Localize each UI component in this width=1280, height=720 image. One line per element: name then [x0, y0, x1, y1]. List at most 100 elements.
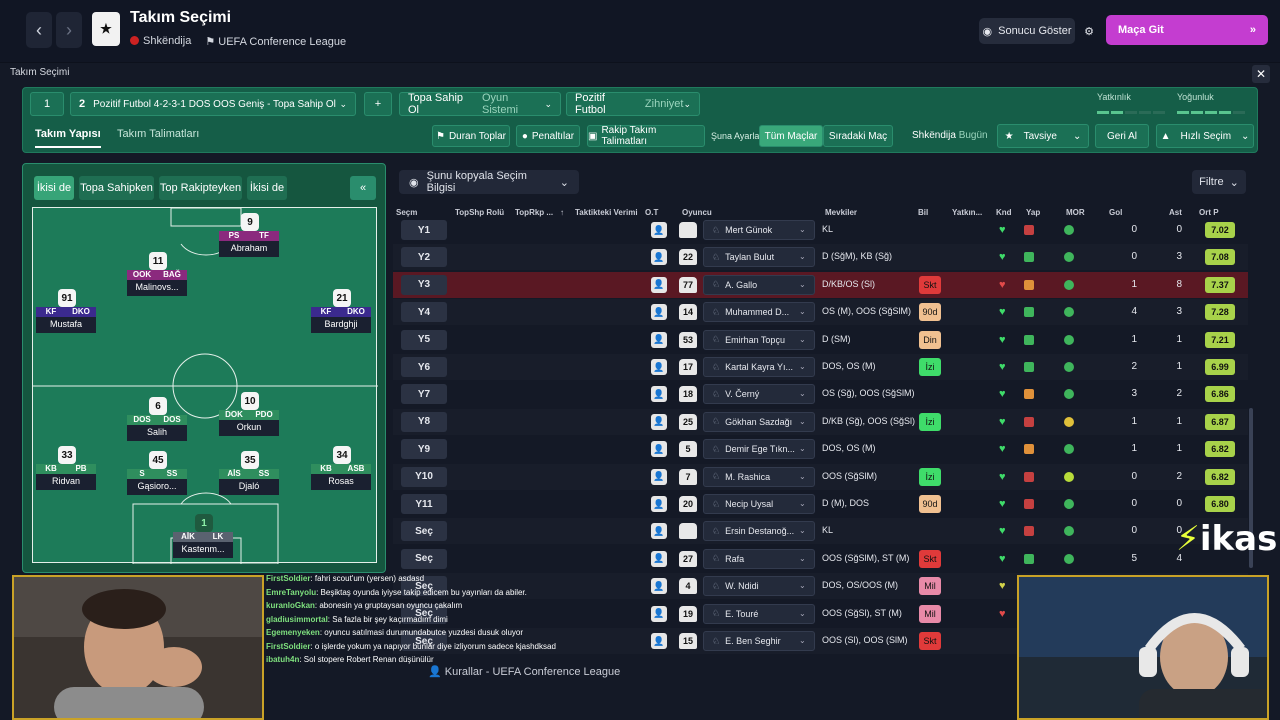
- col-header[interactable]: Oyuncu: [682, 208, 712, 217]
- status-badge[interactable]: 90d: [919, 495, 941, 513]
- selection-dropdown[interactable]: Y6: [401, 357, 447, 377]
- selection-dropdown[interactable]: Y1: [401, 220, 447, 240]
- selection-dropdown[interactable]: Y10: [401, 466, 447, 487]
- table-row[interactable]: Y1 👤 ♘ Mert Günok ⌄ KL ♥ 0 0 7.02: [393, 217, 1248, 243]
- table-row[interactable]: Y4 👤 14 ♘ Muhammed D... ⌄ OS (M), OOS (SğSlM) 9…: [393, 299, 1248, 326]
- col-header[interactable]: Ast: [1169, 208, 1182, 217]
- player-token[interactable]: 35 AİS SS Djaló: [219, 451, 279, 495]
- selection-dropdown[interactable]: Seç: [401, 631, 447, 651]
- chevron-down-icon[interactable]: ⌄: [799, 499, 806, 508]
- person-icon[interactable]: 👤: [651, 633, 667, 649]
- player-name-dropdown[interactable]: ♘ Taylan Bulut: [703, 247, 815, 268]
- person-icon[interactable]: 👤: [651, 276, 667, 293]
- selection-dropdown[interactable]: Seç: [401, 521, 447, 542]
- col-header[interactable]: TopRkp ...: [515, 208, 554, 217]
- person-icon[interactable]: 👤: [651, 386, 667, 403]
- undo-button[interactable]: Geri Al: [1095, 124, 1149, 148]
- chevron-down-icon[interactable]: ⌄: [799, 225, 806, 234]
- person-icon[interactable]: 👤: [651, 605, 667, 622]
- show-result-button[interactable]: ◉ Sonucu Göster: [979, 18, 1075, 44]
- table-row[interactable]: Y11 👤 20 ♘ Necip Uysal ⌄ D (M), DOS 90d ♥ 0 0 6.80: [393, 491, 1248, 517]
- rules-link[interactable]: 👤 Kurallar - UEFA Conference League: [428, 666, 621, 678]
- col-header[interactable]: Ort P: [1199, 208, 1219, 217]
- col-header[interactable]: Mevkiler: [825, 208, 858, 217]
- table-row[interactable]: Y8 👤 25 ♘ Gökhan Sazdağı ⌄ D/KB (Sğ), OOS (SğS…: [393, 408, 1248, 435]
- player-name-dropdown[interactable]: ♘ M. Rashica: [703, 466, 815, 487]
- status-badge[interactable]: Skt: [919, 632, 941, 650]
- chevron-down-icon[interactable]: ⌄: [799, 279, 806, 289]
- player-name-dropdown[interactable]: ♘ W. Ndidi: [703, 576, 815, 597]
- chevron-down-icon[interactable]: ⌄: [799, 526, 806, 536]
- person-icon[interactable]: 👤: [651, 359, 667, 375]
- status-badge[interactable]: 90d: [919, 303, 941, 322]
- player-token[interactable]: 34 KB ASB Rosas: [311, 446, 371, 490]
- selection-dropdown[interactable]: Seç: [401, 576, 447, 597]
- chevron-down-icon[interactable]: ⌄: [799, 334, 806, 344]
- table-row[interactable]: Y2 👤 22 ♘ Taylan Bulut ⌄ D (SğM), KB (Sğ) ♥ 0 3 7.…: [393, 244, 1248, 271]
- scrollbar[interactable]: [1249, 408, 1253, 568]
- player-name-dropdown[interactable]: ♘ E. Touré: [703, 603, 815, 624]
- player-name-dropdown[interactable]: ♘ Necip Uysal: [703, 494, 815, 514]
- player-name-dropdown[interactable]: ♘ Ersin Destanoğ...: [703, 521, 815, 542]
- col-header[interactable]: Yap: [1026, 208, 1041, 217]
- table-row[interactable]: Y9 👤 5 ♘ Demir Ege Tıkn... ⌄ DOS, OS (M) ♥ 1 1 6.8…: [393, 436, 1248, 462]
- pitch-tab-in-possession[interactable]: Topa Sahipken: [79, 176, 154, 200]
- table-row[interactable]: Y10 👤 7 ♘ M. Rashica ⌄ OOS (SğSlM) İzi ♥ 0 2 6.82: [393, 463, 1248, 490]
- player-token[interactable]: 33 KB PB Ridvan: [36, 446, 96, 490]
- player-name-dropdown[interactable]: ♘ Muhammed D...: [703, 302, 815, 323]
- close-icon[interactable]: ✕: [1252, 65, 1270, 83]
- person-icon[interactable]: 👤: [651, 468, 667, 485]
- chevron-down-icon[interactable]: ⌄: [799, 252, 806, 262]
- player-token[interactable]: 1 AİK LK Kastenm...: [173, 514, 233, 558]
- table-row[interactable]: Y5 👤 53 ♘ Emirhan Topçu ⌄ D (SM) Din ♥ 1 1 7.21: [393, 327, 1248, 353]
- col-header[interactable]: Gol: [1109, 208, 1123, 217]
- player-name-dropdown[interactable]: ♘ Gökhan Sazdağı: [703, 411, 815, 432]
- player-name-dropdown[interactable]: ♘ E. Ben Seghir: [703, 631, 815, 651]
- chevron-down-icon[interactable]: ⌄: [799, 581, 806, 591]
- person-icon[interactable]: 👤: [651, 496, 667, 512]
- player-token[interactable]: 9 PS TF Abraham: [219, 213, 279, 257]
- player-name-dropdown[interactable]: ♘ A. Gallo: [703, 274, 815, 295]
- chevron-down-icon[interactable]: ⌄: [799, 471, 806, 481]
- table-row[interactable]: Y7 👤 18 ♘ V. Černý ⌄ OS (Sğ), OOS (SğSlM) ♥ 3 2 6.…: [393, 381, 1248, 407]
- selection-dropdown[interactable]: Y5: [401, 329, 447, 350]
- pitch-tab-both-2[interactable]: İkisi de: [247, 176, 287, 200]
- col-header[interactable]: Yatkın...: [952, 208, 983, 217]
- player-token[interactable]: 91 KF DKO Mustafa: [36, 289, 96, 333]
- chevron-down-icon[interactable]: ⌄: [799, 389, 806, 399]
- col-header[interactable]: Bil: [918, 208, 929, 217]
- table-row[interactable]: Seç 👤 ♘ Ersin Destanoğ... ⌄ KL ♥ 0 0: [393, 518, 1248, 545]
- selection-dropdown[interactable]: Y8: [401, 411, 447, 432]
- all-matches-button[interactable]: Tüm Maçlar: [759, 125, 823, 147]
- chevron-down-icon[interactable]: ⌄: [799, 444, 806, 454]
- status-badge[interactable]: İzi: [919, 467, 941, 486]
- selection-dropdown[interactable]: Seç: [401, 603, 447, 624]
- selection-dropdown[interactable]: Y2: [401, 247, 447, 268]
- person-icon[interactable]: 👤: [651, 413, 667, 430]
- selection-dropdown[interactable]: Y9: [401, 439, 447, 460]
- penalties-button[interactable]: ● Penaltılar: [516, 125, 580, 147]
- chevron-down-icon[interactable]: ⌄: [799, 553, 806, 563]
- next-match-button[interactable]: Sıradaki Maç: [823, 125, 893, 147]
- person-icon[interactable]: 👤: [651, 222, 667, 238]
- sort-icon[interactable]: ↑: [560, 208, 564, 217]
- person-icon[interactable]: 👤: [651, 550, 667, 567]
- status-badge[interactable]: Skt: [919, 275, 941, 294]
- chevron-down-icon[interactable]: ⌄: [799, 416, 806, 426]
- status-badge[interactable]: Mil: [919, 577, 941, 596]
- person-icon[interactable]: 👤: [651, 304, 667, 321]
- player-name-dropdown[interactable]: ♘ Rafa: [703, 548, 815, 569]
- player-name-dropdown[interactable]: ♘ V. Černý: [703, 384, 815, 405]
- table-row[interactable]: Seç 👤 19 ♘ E. Touré ⌄ OOS (SğSl), ST (M) Mil ♥: [393, 601, 1248, 627]
- status-badge[interactable]: Din: [919, 330, 941, 349]
- player-token[interactable]: 45 S SS Gąsioro...: [127, 451, 187, 495]
- player-name-dropdown[interactable]: ♘ Kartal Kayra Yı...: [703, 357, 815, 377]
- tactic-select[interactable]: 2 Pozitif Futbol 4-2-3-1 DOS OOS Geniş - …: [70, 92, 356, 116]
- quick-pick-button[interactable]: ▲ Hızlı Seçim ⌄: [1156, 124, 1254, 148]
- selection-dropdown[interactable]: Y3: [401, 274, 447, 295]
- go-to-match-button[interactable]: Maça Git»: [1106, 15, 1268, 45]
- person-icon[interactable]: 👤: [651, 249, 667, 266]
- player-name-dropdown[interactable]: ♘ Emirhan Topçu: [703, 329, 815, 350]
- status-badge[interactable]: Skt: [919, 549, 941, 568]
- gear-icon[interactable]: ⚙: [1084, 25, 1094, 38]
